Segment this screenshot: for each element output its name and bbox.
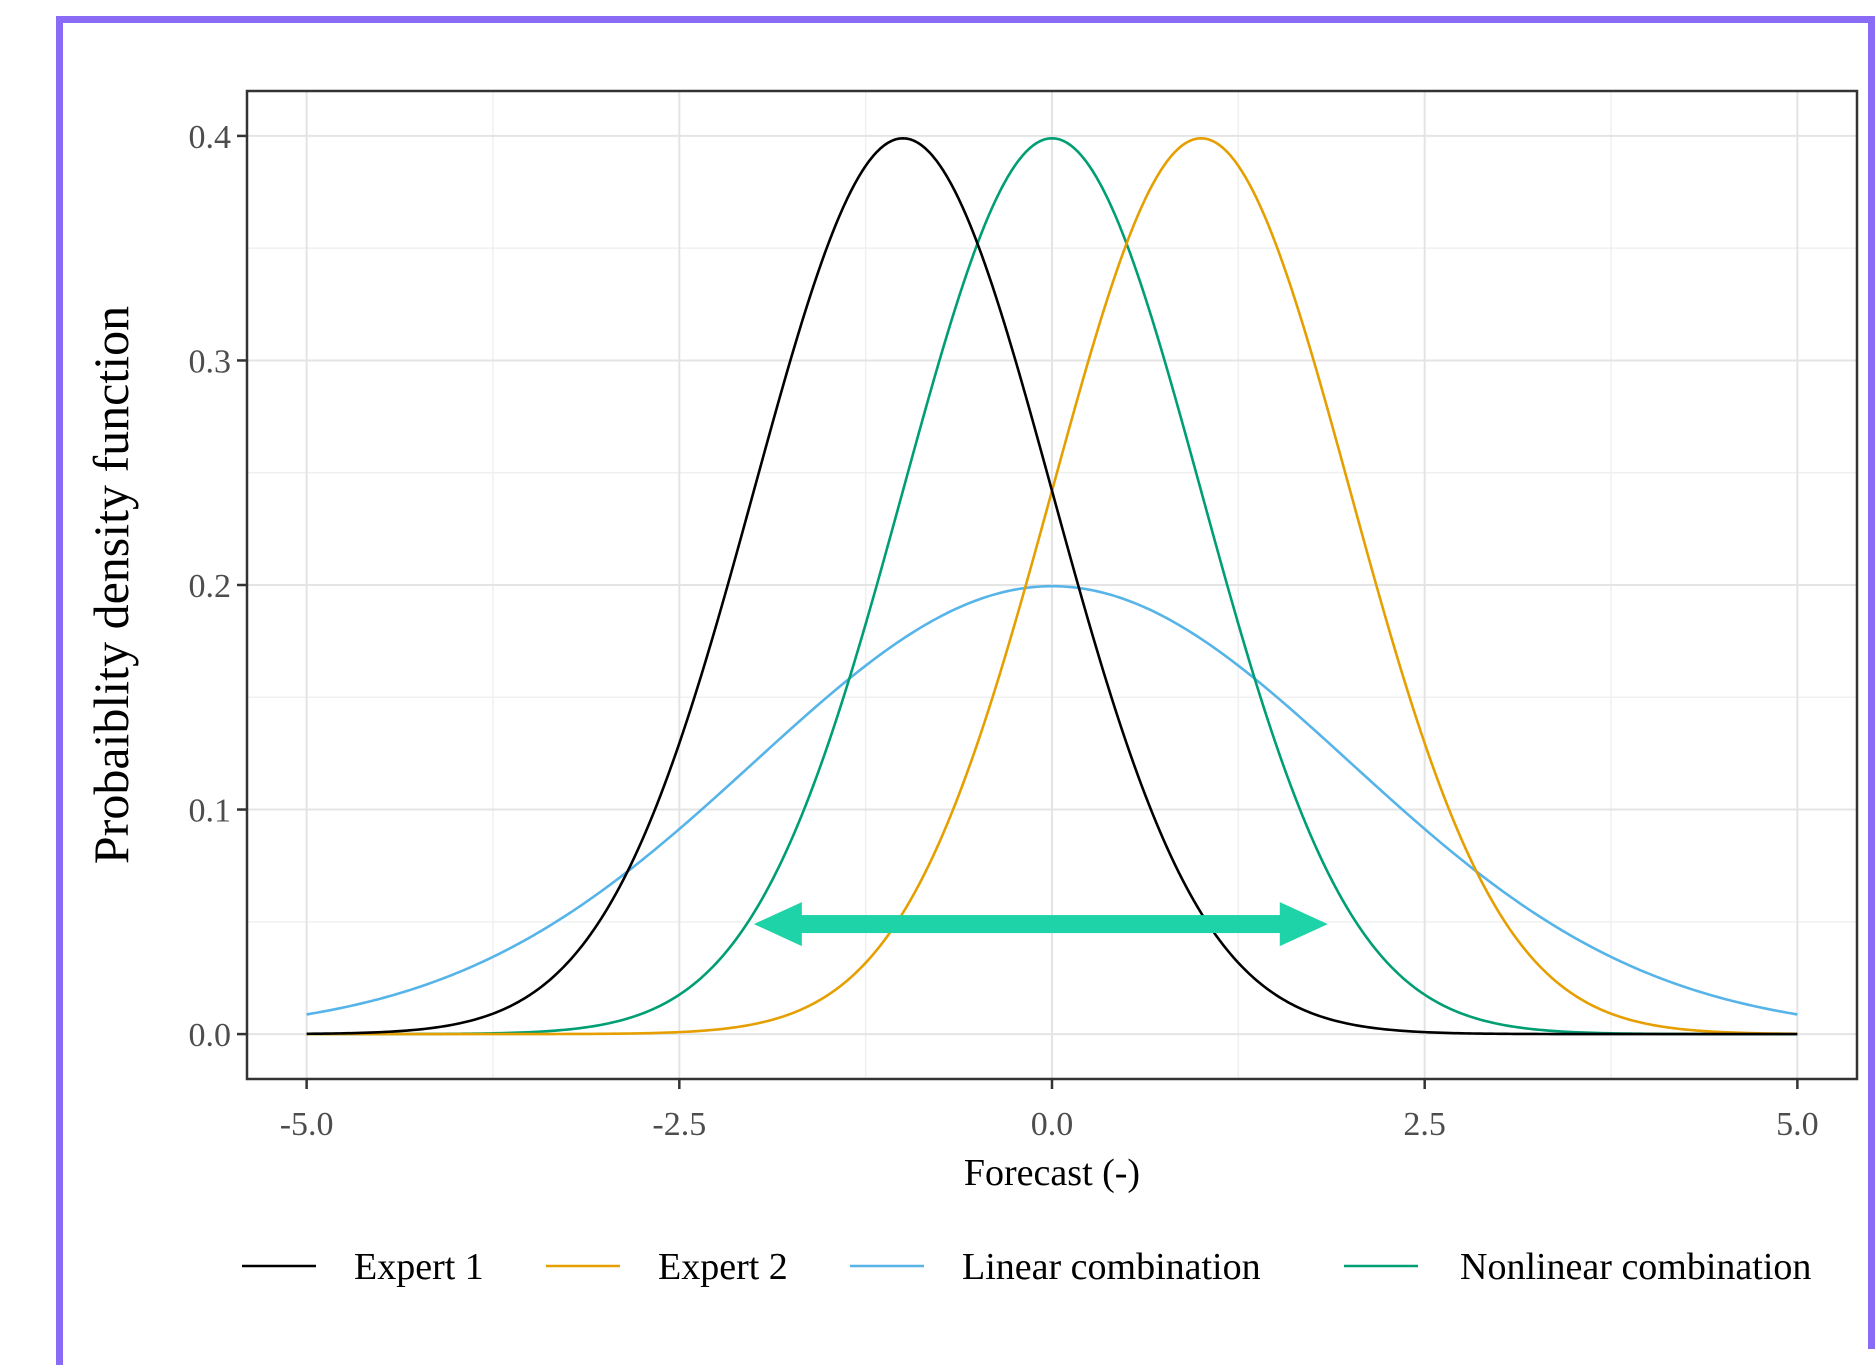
y-tick-label: 0.3 <box>189 343 232 380</box>
x-tick-label: -2.5 <box>652 1106 706 1143</box>
x-tick-label: 2.5 <box>1403 1106 1446 1143</box>
x-tick-label: 0.0 <box>1031 1106 1074 1143</box>
series-lines <box>306 136 1798 1036</box>
x-tick-label: -5.0 <box>280 1106 334 1143</box>
arrow-head-left <box>753 902 802 947</box>
x-axis-label: Forecast (-) <box>964 1152 1140 1194</box>
legend-label: Expert 1 <box>354 1246 484 1288</box>
arrow-shaft <box>799 915 1282 934</box>
axes: 0.0 0.1 0.2 0.3 0.4 -5.0 -2.5 0.0 2.5 5.0 <box>189 119 1819 1143</box>
y-tick-label: 0.1 <box>189 793 232 830</box>
x-tick-label: 5.0 <box>1776 1106 1819 1143</box>
legend-label: Nonlinear combination <box>1460 1246 1811 1288</box>
image-border <box>56 16 1875 1365</box>
y-tick-label: 0.0 <box>189 1017 232 1054</box>
y-tick-label: 0.4 <box>189 119 232 156</box>
y-tick-label: 0.2 <box>189 568 232 605</box>
y-axis-label: Probaiblity density function <box>83 306 139 864</box>
legend-label: Expert 2 <box>658 1246 788 1288</box>
legend: Expert 1 Expert 2 Linear combination Nonlin… <box>242 1246 1811 1288</box>
series-line-expert-1 <box>306 136 1798 1036</box>
series-line-linear-combination <box>306 584 1798 1016</box>
series-line-nonlinear-combination <box>306 136 1798 1036</box>
legend-label: Linear combination <box>962 1246 1261 1288</box>
annotation <box>753 902 1328 947</box>
arrow-head-right <box>1279 902 1328 947</box>
image-border-right <box>1868 16 1875 1349</box>
